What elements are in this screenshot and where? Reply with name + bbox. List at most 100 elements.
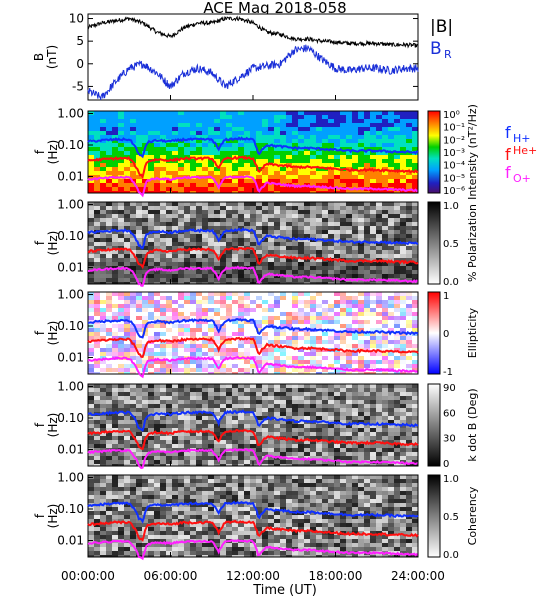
f-unit-label: (Hz) [46, 231, 60, 256]
f-axis-label: f [33, 422, 47, 427]
heatmap-ellipticity [88, 292, 418, 374]
colorbar-label: % Polarization [466, 204, 479, 282]
y-tick-label: 0.10 [57, 319, 84, 333]
x-tick-label: 00:00:00 [61, 569, 115, 583]
gyro-line-o [87, 447, 419, 470]
x-tick-label: 06:00:00 [144, 569, 198, 583]
colorbar-tick-label: 0 [443, 329, 449, 340]
y-tick-label: 0.10 [57, 502, 84, 516]
colorbar-tick-label: 0.0 [443, 550, 459, 561]
y-tick-label: 1.00 [57, 379, 84, 393]
colorbar-tick-label: 1.0 [443, 474, 459, 485]
colorbar-tick-label: 0.5 [443, 512, 459, 523]
colorbar-tick-label: 1 [443, 291, 449, 302]
y-tick-label: 0.01 [57, 534, 84, 548]
f-unit-label: (Hz) [46, 413, 60, 438]
heatmap-intensity [88, 111, 418, 193]
gyro-line-o [87, 175, 419, 198]
y-tick-label: 1.00 [57, 287, 84, 301]
chart-title: ACE Mag 2018-058 [203, 0, 347, 17]
legend-b-radial: B [430, 39, 442, 59]
gyro-line-h [87, 227, 419, 250]
heatmap-coherency [88, 475, 418, 557]
y-tick-label: 1.00 [57, 197, 84, 211]
heatmap-k-dot-b [88, 384, 418, 466]
legend-f-h: f [505, 123, 511, 142]
gyro-line-o [88, 265, 419, 287]
colorbar-tick-label: 0.5 [443, 239, 459, 250]
b-panel-frame [87, 13, 419, 101]
legend-f-he: f [505, 145, 511, 164]
legend-f-o: f [505, 163, 511, 182]
colorbar-label: Ellipticity [466, 307, 479, 358]
gyro-line-h [87, 136, 419, 159]
colorbar-tick-label: 10⁻¹ [443, 123, 465, 134]
colorbar-label: k dot B (Deg) [466, 388, 479, 461]
y-tick-label: 0.10 [57, 138, 84, 152]
colorbar-tick-label: 10⁻⁶ [443, 186, 465, 197]
gyro-line-he [87, 155, 419, 180]
series-line-b-radial [87, 44, 419, 101]
x-tick-label: 12:00:00 [226, 569, 280, 583]
legend-f-he-sup: He+ [513, 144, 537, 157]
colorbar-tick-label: 10⁻² [443, 135, 465, 146]
series-line-b-magnitude [87, 15, 419, 49]
legend-b-radial-sub: R [444, 48, 452, 61]
y-tick-label: 1.00 [57, 106, 84, 120]
legend-b-magnitude: |B| [430, 17, 453, 37]
gyro-line-h [87, 409, 418, 432]
y-tick-label: 0.01 [57, 351, 84, 365]
y-tick-label: 0.10 [57, 411, 84, 425]
y-tick-label: 0 [76, 57, 84, 71]
y-tick-label: -5 [72, 79, 84, 93]
f-axis-label: f [33, 240, 47, 245]
y-tick-label: 0.01 [57, 170, 84, 184]
y-tick-label: 1.00 [57, 470, 84, 484]
gyro-line-h [87, 318, 419, 339]
colorbar-tick-label: 10⁻³ [443, 148, 465, 159]
gyro-line-o [87, 355, 419, 379]
gyro-line-he [87, 519, 419, 543]
colorbar-tick-label: 10⁰ [443, 110, 460, 121]
gyro-line-he [87, 336, 419, 358]
f-axis-label: f [33, 149, 47, 154]
colorbar-tick-label: -1 [443, 367, 453, 378]
colorbar-tick-label: 60 [443, 408, 456, 419]
colorbar-tick-label: 30 [443, 434, 456, 445]
colorbar-tick-label: 0 [443, 459, 449, 470]
b-axis-label: B [32, 53, 46, 61]
gyro-line-he [87, 428, 419, 451]
y-tick-label: 0.10 [57, 229, 84, 243]
b-unit-label: (nT) [45, 45, 59, 69]
colorbar-tick-label: 90 [443, 383, 456, 394]
legend-f-h-sub: H+ [513, 132, 531, 145]
x-tick-label: 24:00:00 [391, 569, 445, 583]
colorbar-intensity [427, 110, 441, 194]
x-tick-label: 18:00:00 [309, 569, 363, 583]
gyro-line-o [87, 539, 419, 561]
y-tick-label: 5 [76, 34, 84, 48]
legend-f-o-sub: O+ [513, 172, 531, 185]
y-tick-label: 0.01 [57, 443, 84, 457]
x-axis-label: Time (UT) [253, 583, 317, 598]
gyro-line-h [87, 500, 419, 524]
f-unit-label: (Hz) [46, 321, 60, 346]
colorbar-tick-label: 1.0 [443, 201, 459, 212]
f-axis-label: f [33, 330, 47, 335]
f-axis-label: f [33, 513, 47, 518]
f-unit-label: (Hz) [46, 140, 60, 165]
y-tick-label: 10 [69, 12, 84, 26]
colorbar-tick-label: 0.0 [443, 277, 459, 288]
colorbar-tick-label: 10⁻⁴ [443, 161, 465, 172]
f-unit-label: (Hz) [46, 504, 60, 529]
colorbar-label: Coherency [466, 486, 479, 545]
colorbar-polarization [427, 201, 441, 285]
colorbar-k-dot-b [427, 383, 441, 467]
y-tick-label: 0.01 [57, 261, 84, 275]
gyro-line-he [87, 247, 419, 270]
colorbar-tick-label: 10⁻⁵ [443, 173, 465, 184]
colorbar-coherency [427, 474, 441, 558]
colorbar-ellipticity [427, 291, 441, 375]
colorbar-label: Intensity (nT²/Hz) [466, 104, 479, 200]
